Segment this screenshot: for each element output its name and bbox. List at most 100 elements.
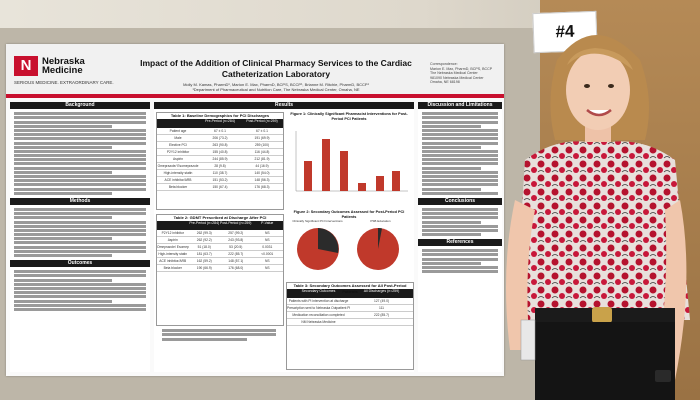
table-cell: 263 (90.8) [212,143,228,147]
table-2-footnote [158,328,280,342]
table-cell: 44 (16.9) [255,164,269,168]
methods-text [10,205,150,257]
table-cell: 262 (92.2) [196,238,212,242]
table-cell: Omeprazole/ Esomeprazole [157,164,199,168]
results-heading: Results [154,102,414,109]
table-cell: 257 (99.2) [228,231,244,235]
table-cell: 67 ± 0.1 [256,129,268,133]
table-cell: 190 (66.9) [196,266,212,270]
table-cell: 116 (44.8) [254,150,270,154]
floral-blouse [515,141,690,320]
corr-line: Marion E. Max, PharmD, BCPS, BCCP [430,66,493,71]
nebraska-medicine-logo: N Nebraska Medicine SERIOUS MEDICINE. EX… [14,56,114,90]
pie-chart-right [357,228,399,271]
black-pants [535,322,675,400]
table-3-header: Secondary Outcomes All Discharges (n=259) [287,289,413,298]
left-arm [506,200,535,350]
table-2-header: Pre-Period (n=284) Post-Period (n=259) P-V… [157,221,283,230]
table-row: ACE inhibitor/ARB 151 (53.2) 148 (56.3) [157,177,283,184]
corr-line: Omaha, NE 68198 [430,80,460,85]
table-row: High-intensity statin 110 (38.7) 140 (54.0… [157,170,283,177]
left-column: Background Methods Outcomes [10,102,150,372]
corr-line: The Nebraska Medical Center [430,71,478,76]
table-cell: P2Y12 inhibitor [166,150,190,154]
background-heading: Background [10,102,150,109]
table-1-caption: Table 1: Baseline Demographics for PCI D… [170,113,270,118]
table-cell: 150 (67.4) [212,185,228,189]
table-3-caption: Table 3: Secondary Outcomes Assessed for… [293,283,407,294]
poster-header: N Nebraska Medicine SERIOUS MEDICINE. EX… [6,44,504,94]
table-cell: 51 (18.0) [197,245,211,249]
table-cell: 243 (93.8) [228,238,244,242]
table-1-header: Pre-Period (n=284) Post-Period (n=259) [157,119,283,128]
table-row: Aspirin 244 (85.9) 212 (81.9) [157,156,283,163]
table-row: Beta blocker 190 (66.9) 176 (68.0) NS [157,265,283,272]
background-text [10,109,150,195]
header-divider [6,94,504,98]
table-row: Omeprazole/ Esomeprazole 51 (18.0) 53 (20.… [157,244,283,251]
table-cell: 176 (68.3) [254,185,270,189]
table-cell: NM Nebraska Medicine [301,320,336,324]
conclusions-text [418,205,502,237]
table-cell: <0.0001 [261,252,274,256]
results-column: Results Table 1: Baseline Demographics f… [154,102,414,372]
outcomes-text [10,267,150,311]
table-cell: Omeprazole/ Esomeprazole [157,245,189,249]
figure-1-bar-chart [295,131,408,192]
figure-1: Figure 1: Clinically Significant Pharmac… [286,112,412,208]
table-1: Table 1: Baseline Demographics for PCI D… [156,112,284,210]
figure-2-right-label: PSB Education [370,219,391,224]
correspondence-block: Correspondence: Marion E. Max, PharmD, B… [430,62,502,85]
table-cell: 244 (85.9) [212,157,228,161]
table-2-caption: Table 2: GDMT Prescribed at Discharge Af… [173,215,267,220]
table-row: Prescription sent to Nebraska Outpatient… [287,305,413,312]
discussion-text [418,109,502,195]
figure-2: Figure 2: Secondary Outcomes Assessed fo… [286,210,412,278]
research-poster: N Nebraska Medicine SERIOUS MEDICINE. EX… [6,44,504,376]
chart-bar [358,183,366,192]
table-cell: NS [264,238,270,242]
author-list: Molly M. Kamas, PharmD¹, Marion E. Max, … [183,82,369,87]
table-cell [350,319,413,325]
chart-bar [340,151,348,192]
table-cell: 222 (85.7) [373,313,390,317]
logo-line2: Medicine [42,65,83,76]
table-cell: NS [264,231,270,235]
table-cell: 181 (63.7) [196,252,212,256]
table-cell: 140 (54.0) [254,171,270,175]
table-cell: Beta blocker [163,266,182,270]
references-heading: References [418,239,502,247]
table-cell: 259 (100) [254,143,270,147]
table-row: Male 206 (73.2) 191 (69.9) [157,135,283,142]
table-cell: 127 (49.0) [373,299,390,303]
table-cell: Patients with PI intervention at dischar… [288,299,349,303]
figure-2-left-label: Clinically Significant PCI Interventions [292,219,343,224]
chart-bar [392,171,400,192]
table-cell: 155 (40.8) [212,150,228,154]
outcomes-heading: Outcomes [10,260,150,267]
corr-line: Correspondence: [430,62,458,66]
chart-bar [322,139,330,192]
table-cell: 0.0031 [262,245,273,249]
table-3: Table 3: Secondary Outcomes Assessed for… [286,282,414,370]
table-cell: High-intensity statin [158,252,188,256]
conclusions-heading: Conclusions [418,197,502,205]
table-cell: NS [264,266,270,270]
discussion-heading: Discussion and Limitations [418,102,502,109]
table-row: Patient age 67 ± 0.1 67 ± 0.1 [157,128,283,135]
logo-tagline: SERIOUS MEDICINE. EXTRAORDINARY CARE. [14,80,114,85]
table-row: Patients with PI intervention at dischar… [287,298,413,305]
author-affiliation: ¹Department of Pharmaceutical and Nutrit… [192,87,360,92]
poster-authors: Molly M. Kamas, PharmD¹, Marion E. Max, … [126,82,426,92]
table-cell: 53 (20.5) [229,245,243,249]
table-cell: Prescription sent to Nebraska Outpatient… [287,306,350,310]
table-row: High-intensity statin 181 (63.7) 222 (85.7… [157,251,283,258]
table-cell: 191 (69.9) [254,136,270,140]
table-2: Table 2: GDMT Prescribed at Discharge Af… [156,214,284,326]
figure-1-caption: Figure 1: Clinically Significant Pharmac… [290,112,408,121]
wristwatch [655,370,671,382]
table-cell: 212 (81.9) [254,157,270,161]
logo-line1: Nebraska [42,56,85,67]
table-cell: NS [264,259,270,263]
table-cell: High-intensity statin [163,171,193,175]
